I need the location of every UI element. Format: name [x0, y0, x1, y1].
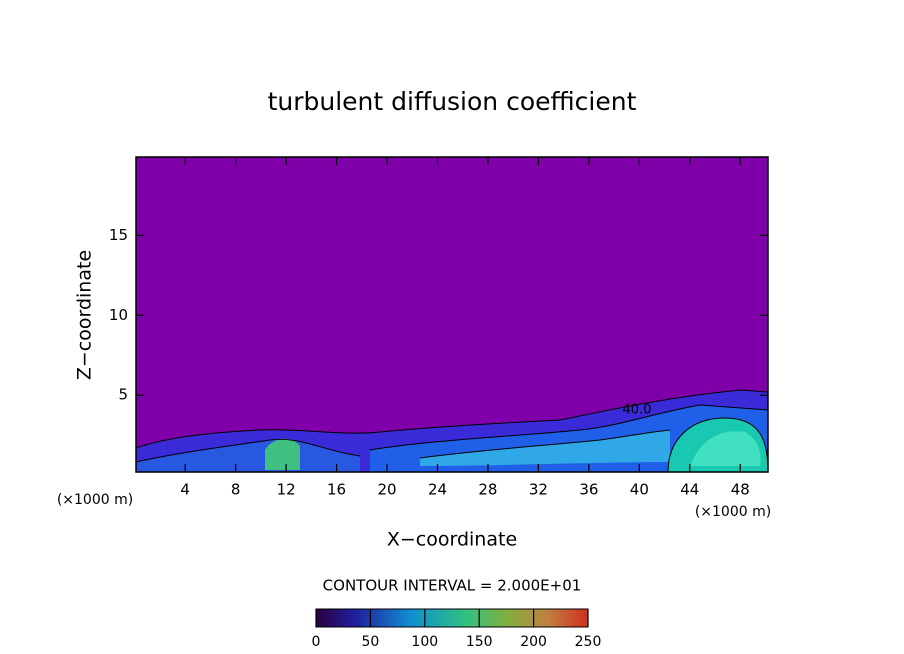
contour-line [136, 438, 361, 463]
colorbar-tick-label: 100 [411, 634, 438, 650]
colorbar-tick-label: 150 [466, 634, 493, 650]
plot-frame [135, 156, 769, 473]
x-tick-label: 24 [428, 481, 447, 499]
x-tick-label: 20 [377, 481, 396, 499]
contour-line [369, 404, 768, 451]
x-tick-label: 8 [231, 481, 241, 499]
contour-fill [136, 439, 360, 472]
y-tick-label: 10 [109, 306, 128, 324]
colorbar-tick-label: 0 [312, 634, 321, 650]
chart-title: turbulent diffusion coefficient [268, 87, 637, 116]
contour-field [136, 157, 768, 472]
x-tick-label: 48 [731, 481, 750, 499]
y-tick-label: 5 [118, 386, 128, 404]
colorbar-tick-label: 200 [520, 634, 547, 650]
contour-line [667, 417, 768, 472]
x-tick-label: 28 [478, 481, 497, 499]
x-tick-label: 12 [277, 481, 296, 499]
contour-line [136, 389, 768, 449]
x-tick-label: 4 [180, 481, 190, 499]
x-unit-label: (×1000 m) [57, 492, 133, 508]
x-tick-label: 44 [680, 481, 699, 499]
x-axis-label: X−coordinate [387, 529, 517, 551]
colorbar [315, 608, 589, 628]
contour-interval: CONTOUR INTERVAL = 2.000E+01 [323, 577, 582, 595]
x-unit-label: (×1000 m) [695, 504, 771, 520]
x-tick-label: 16 [327, 481, 346, 499]
y-axis-label: Z−coordinate [74, 250, 96, 380]
contour-line [419, 429, 671, 459]
x-tick-label: 32 [529, 481, 548, 499]
contour-label: 40.0 [623, 403, 652, 418]
y-tick-label: 15 [109, 226, 128, 244]
contour-fill [690, 431, 761, 466]
x-tick-label: 36 [579, 481, 598, 499]
x-tick-label: 40 [630, 481, 649, 499]
colorbar-tick-label: 250 [575, 634, 602, 650]
contour-fill [265, 438, 300, 470]
colorbar-tick-label: 50 [361, 634, 379, 650]
